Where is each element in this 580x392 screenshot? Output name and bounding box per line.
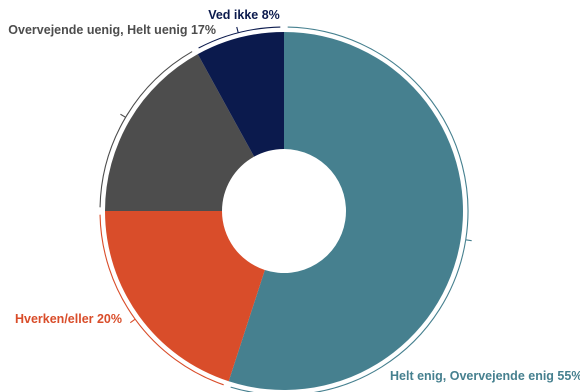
leader-tick-0 (465, 239, 472, 242)
leader-tick-1 (129, 318, 136, 324)
leader-tick-2 (120, 113, 126, 118)
leader-arc-3 (198, 26, 281, 49)
leader-arc-1 (99, 214, 224, 386)
data-label-1: Hverken/eller 20% (15, 312, 122, 326)
data-labels-group: Helt enig, Overvejende enig 55% Hverken/e… (8, 8, 580, 383)
leader-tick-3 (236, 26, 239, 33)
data-label-2: Overvejende uenig, Helt uenig 17% (8, 23, 216, 37)
slice-1[interactable] (105, 211, 265, 382)
data-label-0: Helt enig, Overvejende enig 55% (390, 369, 580, 383)
data-label-3: Ved ikke 8% (208, 8, 280, 22)
slice-2[interactable] (105, 54, 255, 211)
leader-arc-2 (99, 51, 193, 208)
slices-group (105, 32, 464, 391)
slice-0[interactable] (228, 32, 464, 391)
leader-lines-group (99, 26, 472, 392)
slice-3[interactable] (197, 32, 284, 157)
